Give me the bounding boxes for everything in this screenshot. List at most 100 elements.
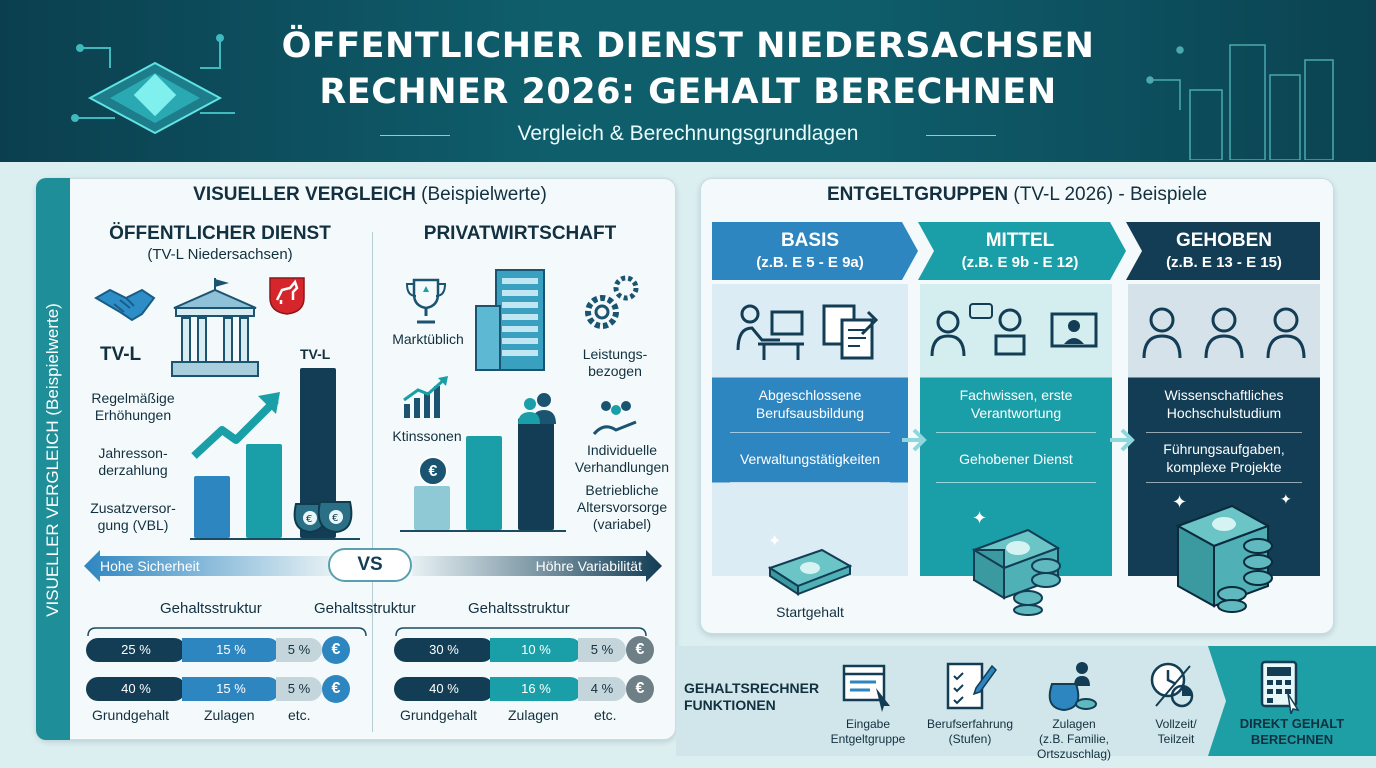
private-structure-label: Gehaltsstruktur <box>468 600 570 617</box>
money-bags-icon: € € <box>293 501 353 534</box>
feature-berufserfahrung: Berufserfahrung (Stufen) <box>926 717 1014 746</box>
public-row2-etc: 5 % <box>276 677 322 701</box>
professionals-icons <box>1142 307 1306 359</box>
group-gehoben-separator1 <box>1146 432 1302 433</box>
city-skyline-icon <box>1146 44 1334 160</box>
page-title-line2: RECHNER 2026: GEHALT BERECHNEN <box>319 72 1057 112</box>
public-bar-2 <box>246 444 282 538</box>
growth-arrow-icon <box>191 392 280 459</box>
public-item-1: Regelmäßige Erhöhungen <box>91 390 175 423</box>
comparison-side-tab <box>36 178 70 740</box>
public-row1-etc: 5 % <box>276 638 322 662</box>
office-tower-icon <box>475 269 545 371</box>
structure-brackets <box>87 627 647 637</box>
vs-right-label: Höhre Variabilität <box>535 558 642 574</box>
svg-text:€: € <box>306 514 312 525</box>
private-item-ktinssonen: Ktinssonen <box>392 428 462 444</box>
niedersachsen-crest-icon <box>269 277 305 315</box>
page-subtitle: Vergleich & Berechnungsgrundlagen <box>517 122 859 145</box>
group-mittel-header: MITTEL (z.B. E 9b - E 12) <box>961 230 1079 271</box>
private-row1-euro-icon: € <box>626 636 654 664</box>
svg-text:✦: ✦ <box>768 531 781 550</box>
people-icon <box>518 393 556 424</box>
private-bar-1 <box>414 486 450 530</box>
vs-badge: VS <box>328 548 412 582</box>
public-row2-euro-icon: € <box>322 675 350 703</box>
family-money-icon <box>1048 662 1097 712</box>
public-legend-etc: etc. <box>288 707 311 723</box>
rising-chart-icon <box>403 376 448 418</box>
column-divider <box>372 232 373 732</box>
group-mittel-separator1 <box>936 432 1096 433</box>
private-row2-zulagen: 16 % <box>490 677 582 701</box>
comparison-side-tab-label: VISUELLER VERGLEICH (Beispielwerte) <box>43 303 62 617</box>
chevron-right-icon <box>902 428 927 452</box>
public-row2-grundgehalt: 40 % <box>86 677 186 701</box>
checklist-icon <box>946 662 997 710</box>
chip-illustration-icon <box>71 34 235 135</box>
public-item-3: Zusatzversor-gung (VBL) <box>90 500 176 533</box>
private-row2-etc: 4 % <box>578 677 626 701</box>
tvl-bar-label: TV-L <box>300 346 331 362</box>
svg-text:✦: ✦ <box>1280 492 1292 508</box>
team-icons-mittel <box>930 303 1098 357</box>
vs-left-label: Hohe Sicherheit <box>100 558 200 574</box>
feature-zulagen: Zulagen (z.B. Familie, Ortszuschlag) <box>1036 717 1112 761</box>
group-gehoben-header: GEHOBEN (z.B. E 13 - E 15) <box>1166 230 1282 271</box>
group-headers-arrows <box>712 222 1320 280</box>
money-stack-large-icon: ✦ ✦ <box>1172 492 1292 613</box>
private-row1-etc: 5 % <box>578 638 626 662</box>
cta-direkt-gehalt-berechnen[interactable]: DIREKT GEHALT BERECHNEN <box>1239 716 1345 747</box>
public-chart-baseline <box>190 538 360 540</box>
documents-icon <box>822 304 879 360</box>
private-legend-etc: etc. <box>594 707 617 723</box>
public-bar-1 <box>194 476 230 538</box>
private-item-marktueblich: Marktüblich <box>392 331 464 347</box>
group-gehoben-text1: Wissenschaftliches Hochschulstudium <box>1164 387 1284 421</box>
entgeltgruppen-title: ENTGELTGRUPPEN (TV-L 2026) - Beispiele <box>826 184 1208 205</box>
calculator-icon[interactable] <box>1258 660 1304 714</box>
private-bar-2 <box>466 436 502 530</box>
private-chart-baseline <box>400 530 566 532</box>
form-input-icon <box>842 664 890 712</box>
government-building-icon <box>171 278 259 377</box>
subtitle-rule-left <box>380 135 450 136</box>
page-title-line1: ÖFFENTLICHER DIENST NIEDERSACHSEN <box>281 26 1095 66</box>
private-legend-grundgehalt: Grundgehalt <box>400 707 478 723</box>
desk-worker-icon <box>736 304 804 360</box>
trophy-icon <box>405 278 447 324</box>
public-legend-zulagen: Zulagen <box>204 707 255 723</box>
group-gehoben-text2: Führungsaufgaben, komplexe Projekte <box>1163 441 1285 475</box>
comparison-title: VISUELLER VERGLEICH (Beispielwerte) <box>193 184 547 205</box>
public-row1-zulagen: 15 % <box>182 638 280 662</box>
private-row2-euro-icon: € <box>626 675 654 703</box>
group-basis-column <box>712 284 908 576</box>
private-item-verhandlungen: Individuelle Verhandlungen <box>574 442 670 475</box>
private-row1-zulagen: 10 % <box>490 638 582 662</box>
public-heading: ÖFFENTLICHER DIENST <box>109 223 331 244</box>
center-structure-label: Gehaltsstruktur <box>314 600 416 617</box>
group-mittel-text1: Fachwissen, erste Verantwortung <box>959 387 1073 421</box>
private-bar-3 <box>518 418 554 530</box>
gears-icon <box>585 275 639 329</box>
group-basis-text1: Abgeschlossene Berufsausbildung <box>755 387 865 421</box>
public-item-2: Jahresson-derzahlung <box>98 445 168 478</box>
group-mittel-text2: Gehobener Dienst <box>959 451 1073 467</box>
group-basis-foot: Startgehalt <box>776 604 844 620</box>
money-stack-medium-icon: ✦ <box>971 508 1061 616</box>
clock-icon <box>1150 662 1194 708</box>
private-heading: PRIVATWIRTSCHAFT <box>423 223 617 244</box>
private-item-leistungsbezogen: Leistungs-bezogen <box>582 346 648 379</box>
public-legend-grundgehalt: Grundgehalt <box>92 707 170 723</box>
private-legend-zulagen: Zulagen <box>508 707 559 723</box>
tvl-label: TV-L <box>100 344 142 365</box>
svg-text:✦: ✦ <box>972 508 987 529</box>
money-stack-small-icon: ✦ <box>767 531 853 596</box>
public-row2-zulagen: 15 % <box>182 677 280 701</box>
public-row1-euro-icon: € <box>322 636 350 664</box>
group-gehoben-separator2 <box>1146 482 1302 483</box>
private-item-altersvorsorge: Betriebliche Altersvorsorge (variabel) <box>576 482 668 532</box>
header-banner: ÖFFENTLICHER DIENST NIEDERSACHSEN RECHNE… <box>0 0 1376 162</box>
chevron-right-icon-2 <box>1110 428 1135 452</box>
feature-vollzeit: Vollzeit/Teilzeit <box>1155 717 1197 746</box>
